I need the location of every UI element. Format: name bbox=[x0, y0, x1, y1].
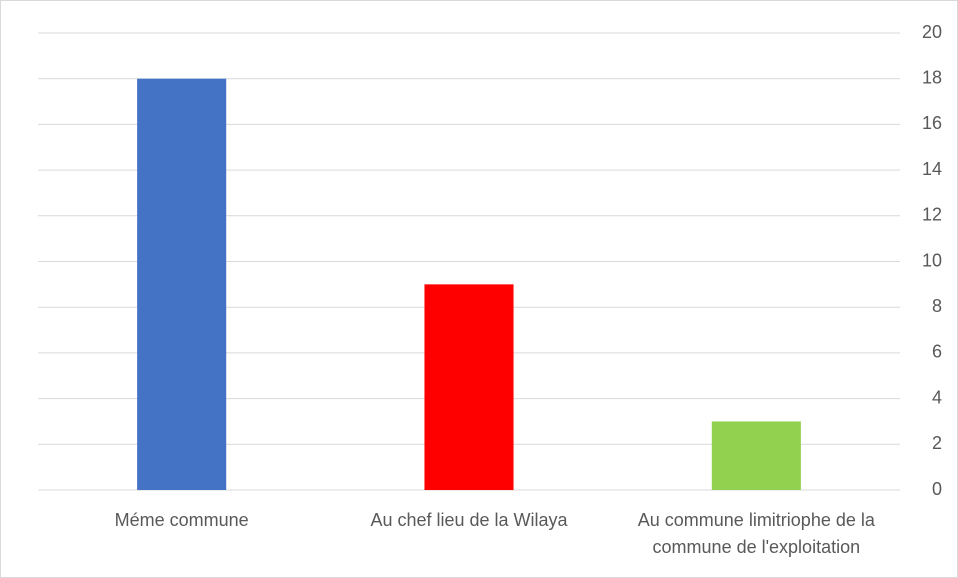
x-tick-label: Au commune limitriophe de la commune de … bbox=[637, 510, 875, 557]
y-tick-label: 10 bbox=[922, 250, 942, 270]
x-tick-label: Au chef lieu de la Wilaya bbox=[370, 510, 568, 530]
y-tick-label: 18 bbox=[922, 67, 942, 87]
bar bbox=[711, 421, 801, 490]
y-tick-label: 16 bbox=[922, 113, 942, 133]
y-tick-label: 4 bbox=[932, 387, 942, 407]
y-tick-label: 8 bbox=[932, 296, 942, 316]
bar bbox=[137, 78, 227, 490]
y-tick-label: 2 bbox=[932, 433, 942, 453]
y-tick-label: 20 bbox=[922, 22, 942, 42]
y-tick-label: 12 bbox=[922, 205, 942, 225]
y-tick-label: 0 bbox=[932, 479, 942, 499]
bar bbox=[424, 284, 514, 490]
x-tick-label: Méme commune bbox=[114, 510, 249, 530]
y-tick-label: 14 bbox=[922, 159, 942, 179]
y-tick-label: 6 bbox=[932, 342, 942, 362]
